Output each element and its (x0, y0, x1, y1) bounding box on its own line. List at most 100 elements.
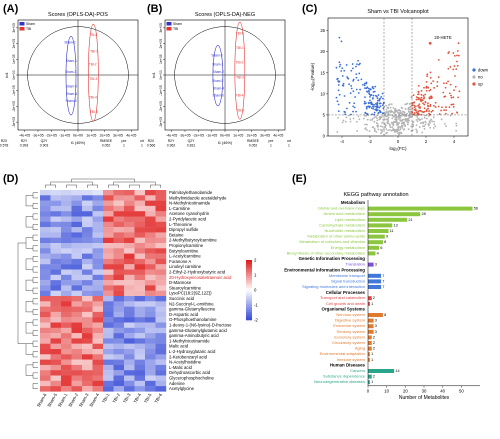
heatmap-cell (155, 195, 167, 201)
volcano-point-up (417, 112, 420, 115)
pathway-bar (368, 346, 372, 351)
x-tick-label: 20 (403, 388, 408, 393)
group-heading: Cellular Processes (326, 290, 366, 295)
legend-marker (472, 82, 476, 86)
panel-label-e: (E) (292, 173, 307, 185)
row-dendrogram-branch (25, 343, 33, 355)
heatmap-cell (124, 327, 135, 334)
color-scale-segment (246, 294, 252, 297)
volcano-point-up (454, 75, 456, 77)
heatmap-cell (134, 322, 146, 328)
row-label: gamma-Glutamylleucine (169, 307, 216, 312)
y-tick-label: 3e+05 (159, 23, 163, 33)
volcano-point-down (365, 81, 368, 84)
heatmap-cell (155, 354, 167, 360)
volcano-point-down (372, 97, 374, 99)
heatmap-cell (61, 205, 72, 212)
point-label: TBI-6 (236, 31, 244, 35)
heatmap-cell (113, 322, 125, 328)
volcano-point-no (399, 126, 402, 129)
heatmap-cell (92, 364, 104, 371)
heatmap-cell (113, 290, 125, 297)
pathway-label: Excretory system (334, 334, 365, 339)
row-label: 1-Methylnicotinamide (169, 338, 210, 343)
volcano-point-up (420, 93, 423, 96)
group-ellipse-tbi (88, 24, 99, 122)
heatmap-cell (71, 243, 83, 249)
volcano-point-up (444, 112, 447, 115)
heatmap-cell (61, 280, 72, 286)
heatmap-cell (134, 290, 146, 297)
heatmap-cell (92, 285, 104, 291)
volcano-point-down (338, 36, 341, 39)
heatmap-cell (50, 327, 62, 334)
heatmap-cell (155, 317, 167, 323)
volcano-point-up (425, 109, 428, 111)
heatmap-cell (134, 343, 146, 350)
legend-label: TBI (26, 27, 31, 31)
heatmap-cell (155, 327, 167, 334)
volcano-point-no (404, 108, 407, 110)
volcano-point-up (429, 103, 432, 106)
volcano-point-up (417, 98, 420, 101)
heatmap-cell (61, 200, 72, 207)
volcano-point-down (344, 111, 347, 114)
heatmap-cell (50, 343, 62, 350)
heatmap-cell (134, 317, 146, 323)
volcano-point-up (453, 65, 456, 67)
volcano-point-down (340, 40, 343, 43)
stat-header: R2X (148, 139, 155, 143)
heatmap-cell (103, 221, 114, 228)
heatmap-cell (71, 290, 83, 297)
volcano-point-up (423, 96, 426, 98)
heatmap-cell (71, 343, 83, 350)
volcano-point-up (411, 107, 414, 110)
heatmap-cell (134, 195, 146, 201)
heatmap-cell (82, 269, 93, 275)
heatmap-cell (134, 333, 146, 339)
volcano-point-no (399, 116, 402, 119)
heatmap-cell (124, 264, 135, 270)
volcano-point-no (386, 118, 389, 120)
volcano-point-no (418, 119, 421, 122)
heatmap-cell (134, 364, 146, 371)
volcano-point-up (418, 109, 421, 112)
row-label: O-Phosphoethanolamine (169, 317, 217, 322)
x-axis-label: Number of Metabolites (399, 395, 450, 401)
heatmap-cell (145, 386, 156, 392)
volcano-point-up (413, 104, 415, 107)
heatmap-cell (71, 375, 83, 381)
bar-value-label: 3 (375, 263, 377, 267)
heatmap-cell (113, 333, 125, 339)
row-label: gamma-Glutamylglutamic acid (169, 328, 227, 333)
heatmap-cell (61, 195, 72, 201)
column-label: TBI-6 (154, 392, 164, 404)
color-scale-segment (246, 266, 252, 269)
point-label: TBI-4 (89, 96, 97, 100)
volcano-plot: Sham vs TBI Volcanoplot 20-HETE -4 -2 0 2 4 0 5 1… (310, 9, 489, 151)
volcano-point-no (388, 128, 391, 131)
heatmap-cell (61, 354, 72, 360)
volcano-point-down (376, 105, 379, 108)
pathway-bar (368, 234, 385, 239)
x-tick-label: -4 (340, 139, 344, 144)
volcano-point-up (430, 110, 433, 113)
heatmap-cell (103, 248, 114, 254)
heatmap-cell (113, 248, 125, 254)
heatmap-cell (155, 274, 167, 281)
stat-header: Q2Y (41, 139, 49, 143)
volcano-point-up (453, 54, 456, 57)
volcano-point-no (373, 129, 376, 131)
heatmap-cell (103, 243, 114, 249)
heatmap-cell (124, 205, 135, 212)
heatmap-cell (113, 386, 125, 392)
heatmap-cell (61, 370, 72, 376)
volcano-point-no (380, 132, 382, 135)
volcano-point-no (421, 131, 424, 134)
point-label: TBI-1 (90, 50, 98, 54)
heatmap-cell (124, 354, 135, 360)
pathway-label: Signaling molecules and interaction (302, 284, 365, 289)
volcano-point-no (376, 119, 379, 122)
volcano-point-down (381, 112, 384, 115)
heatmap-cell (124, 216, 135, 222)
